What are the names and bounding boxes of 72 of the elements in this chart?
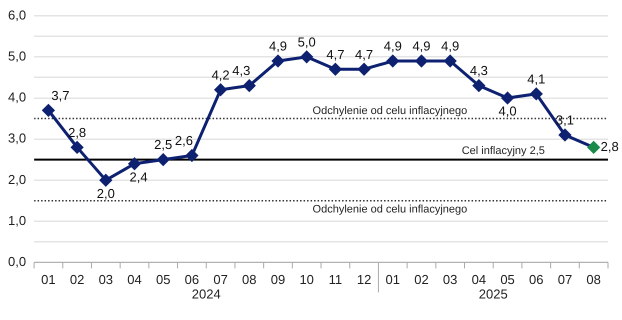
y-tick-label: 2,0 [8,172,26,187]
point [415,55,428,68]
text: 2025 [478,286,508,302]
data-label: 2,4 [129,169,148,184]
x-tick-label: 05 [156,272,170,287]
point [42,104,54,116]
text: 2024 [192,286,221,302]
y-tick-label: 4,0 [8,90,26,105]
y-tick-label: 1,0 [8,212,26,228]
point [588,141,600,154]
x-tick-label: 02 [70,272,84,287]
data-label: 3,1 [556,112,574,128]
point [558,128,571,141]
x-tick-label: 12 [356,272,372,287]
point [329,63,342,76]
data-label: 2,8 [68,124,86,140]
point [472,80,485,92]
data-label: 4,9 [412,38,431,54]
point [358,63,370,76]
point [444,55,456,68]
data-label: 4,9 [441,38,460,54]
x-tick-label: 04 [127,272,142,287]
x-tick-label: 07 [213,272,228,287]
point [214,84,227,96]
x-tick-label: 06 [529,272,544,287]
data-label: 2,0 [96,186,115,201]
data-label: 4,7 [326,46,344,62]
data-label: 2,6 [174,133,193,148]
y-tick-label: 3,0 [8,130,26,146]
data-label: 4,2 [212,67,230,82]
point [300,50,313,63]
data-label: 4,1 [527,71,546,86]
data-label: 2,5 [154,137,172,152]
point [186,150,198,162]
x-tick-label: 08 [242,272,257,287]
y-tick-label: 6,0 [8,7,26,22]
data-label: 4,9 [268,38,288,54]
point [502,92,514,104]
point [128,158,141,170]
x-tick-label: 06 [184,272,200,287]
data-label: 4,0 [498,104,517,119]
point [71,141,84,154]
point [272,55,284,68]
x-tick-label: 01 [41,272,56,287]
point [530,88,542,100]
y-tick-label: 0,0 [8,254,26,269]
x-tick-label: 03 [98,272,114,287]
data-label: 3,7 [51,88,70,103]
point [100,174,112,186]
data-label: 4,3 [470,63,488,78]
data-label: 4,9 [384,38,402,54]
point [157,154,170,166]
ref-line-label: Odchylenie od celu inflacyjnego [312,105,468,118]
x-tick-label: 01 [386,272,400,287]
x-tick-label: 11 [328,272,342,287]
ref-line-label: Odchylenie od celu inflacyjnego [312,203,468,216]
ref-line-label: Cel inflacyjny 2,5 [462,145,545,158]
data-label: 5,0 [298,34,316,50]
point [386,55,399,68]
x-tick-label: 10 [299,272,314,287]
x-tick-label: 05 [500,272,515,287]
point [243,80,256,92]
x-tick-label: 04 [472,272,486,287]
x-tick-label: 03 [442,272,458,287]
y-tick-label: 5,0 [8,48,26,64]
x-tick-label: 02 [414,272,429,287]
data-label: 2,8 [600,138,619,154]
data-label: 4,3 [232,63,250,78]
x-tick-label: 08 [586,272,601,287]
x-tick-label: 09 [270,272,286,287]
data-label: 4,7 [355,46,374,62]
x-tick-label: 07 [558,272,572,287]
